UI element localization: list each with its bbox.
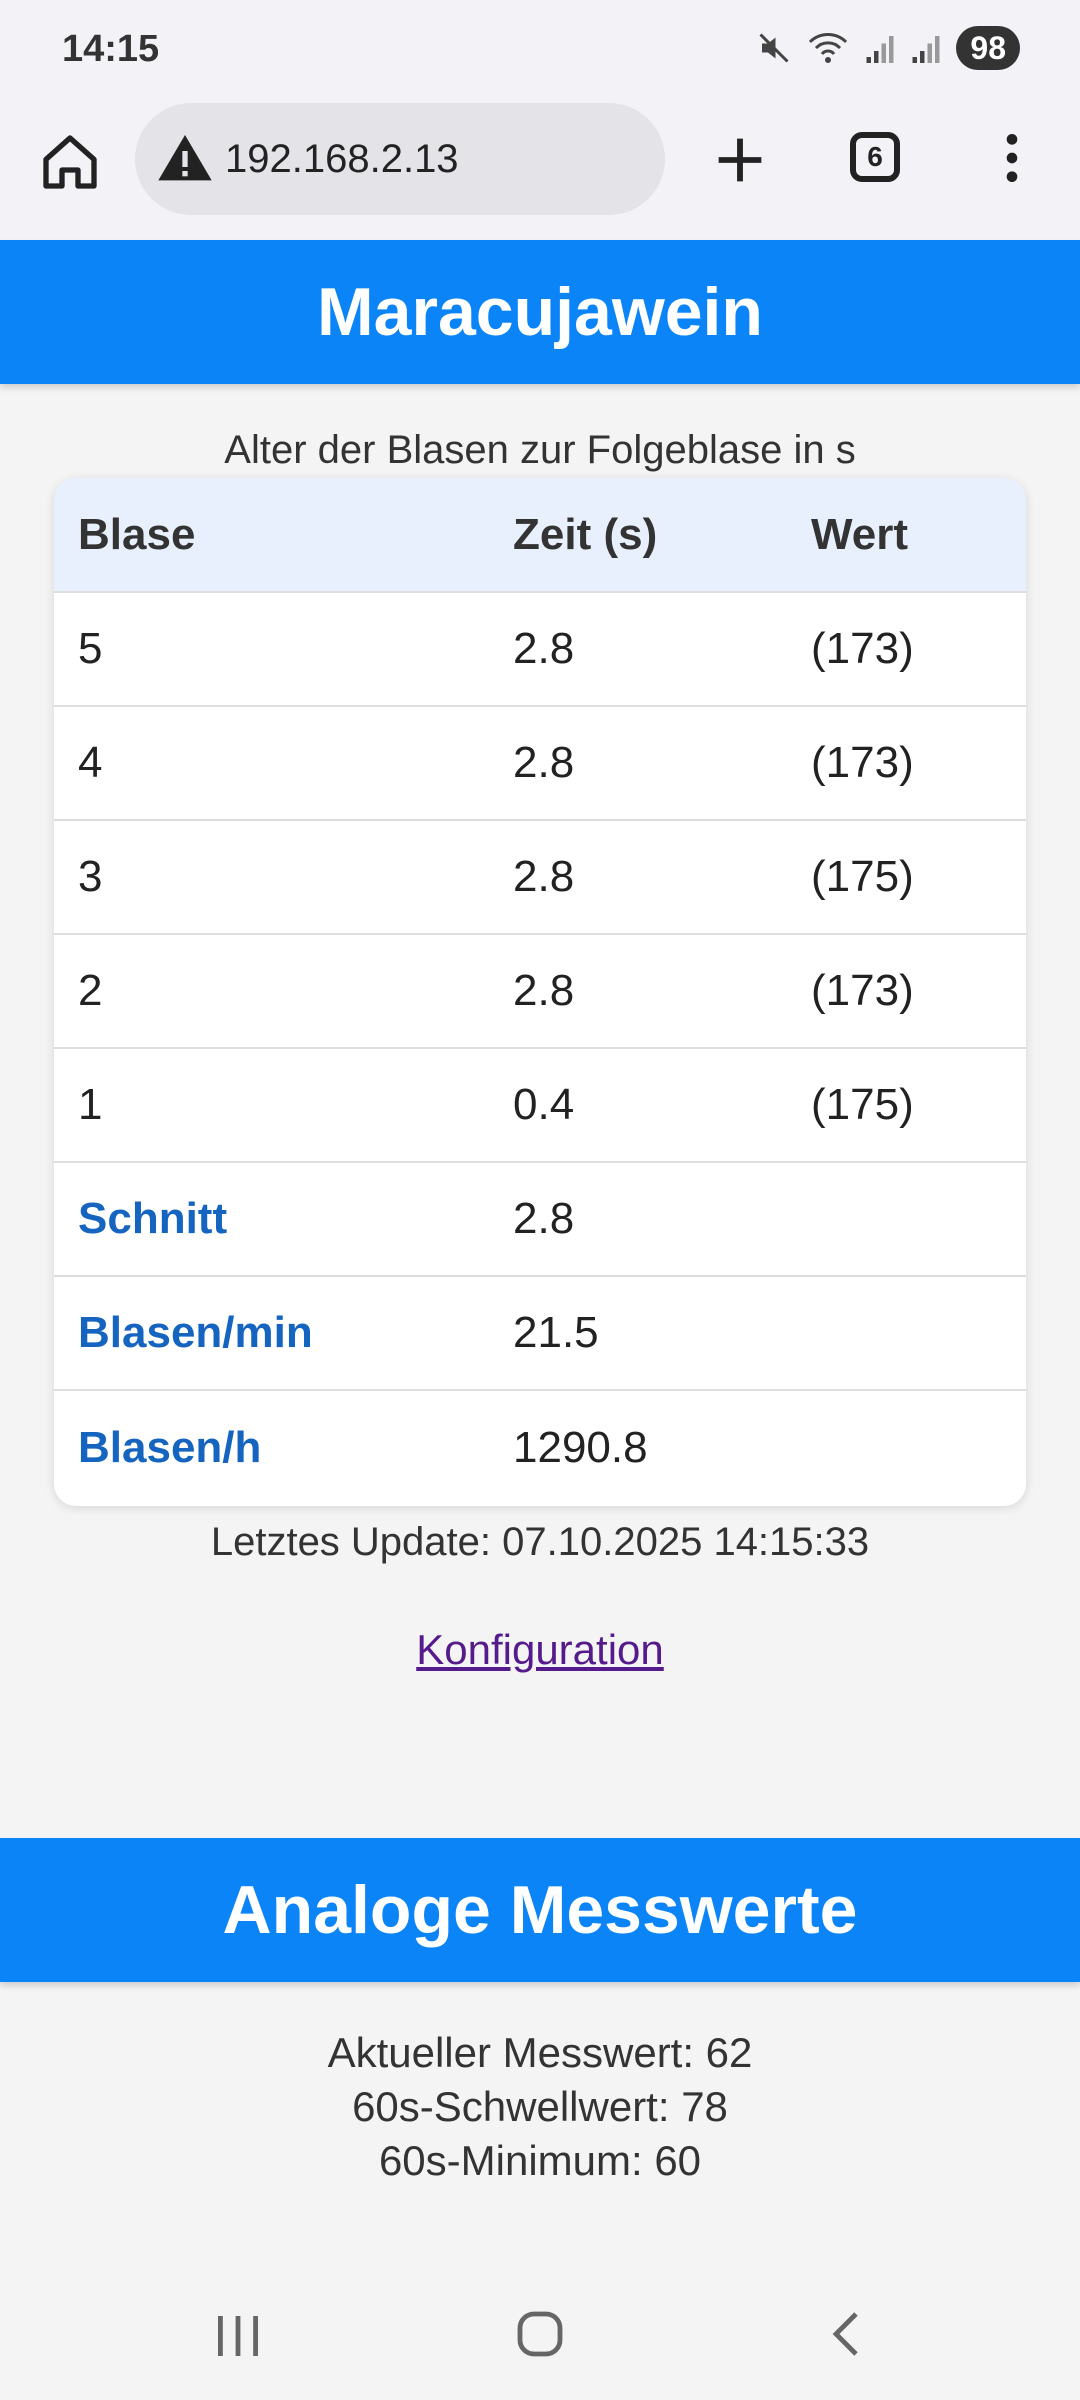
table-row: 3 2.8 (175)	[54, 820, 1026, 935]
cell-blase: 3	[54, 820, 489, 935]
cell-wert: (173)	[787, 706, 1026, 821]
summary-row-schnitt: Schnitt 2.8	[54, 1162, 1026, 1277]
summary-label: Schnitt	[54, 1162, 489, 1277]
summary-empty	[787, 1390, 1026, 1504]
browser-toolbar: 192.168.2.13 6	[0, 100, 1080, 240]
column-header-zeit: Zeit (s)	[489, 478, 787, 593]
system-home-button[interactable]	[512, 2306, 568, 2367]
more-vert-icon	[1006, 134, 1018, 182]
home-icon	[43, 135, 97, 189]
overflow-menu-button[interactable]	[980, 126, 1044, 190]
threshold-line: 60s-Schwellwert: 78	[352, 2083, 728, 2130]
cell-wert: (173)	[787, 592, 1026, 707]
recents-icon	[218, 2316, 258, 2356]
summary-row-blasen-h: Blasen/h 1290.8	[54, 1390, 1026, 1504]
back-icon	[832, 2312, 858, 2356]
system-nav-bar	[0, 2270, 1080, 2400]
last-update-text: Letztes Update: 07.10.2025 14:15:33	[210, 1520, 870, 1564]
address-bar[interactable]: 192.168.2.13	[135, 103, 665, 215]
page-title: Maracujawein	[0, 240, 1080, 384]
config-link-wrapper: Konfiguration	[0, 1626, 1080, 1674]
measurements-block: Aktueller Messwert: 62 60s-Schwellwert: …	[0, 2026, 1080, 2188]
summary-value: 21.5	[489, 1276, 787, 1391]
table-row: 2 2.8 (173)	[54, 934, 1026, 1049]
minimum-line: 60s-Minimum: 60	[378, 2137, 702, 2184]
table-row: 1 0.4 (175)	[54, 1048, 1026, 1163]
summary-empty	[787, 1162, 1026, 1277]
home-circle-icon	[517, 2311, 563, 2357]
summary-label: Blasen/min	[54, 1276, 489, 1391]
cell-zeit: 0.4	[489, 1048, 787, 1163]
wifi-icon	[806, 30, 850, 66]
summary-row-blasen-min: Blasen/min 21.5	[54, 1276, 1026, 1391]
cell-blase: 2	[54, 934, 489, 1049]
summary-value: 1290.8	[513, 1422, 648, 1472]
new-tab-button[interactable]	[708, 128, 772, 192]
back-button[interactable]	[820, 2306, 876, 2367]
cell-wert: (175)	[787, 1048, 1026, 1163]
cell-blase: 5	[54, 592, 489, 707]
status-icons: 98	[756, 26, 1020, 70]
section-title-analog: Analoge Messwerte	[0, 1838, 1080, 1982]
cell-zeit: 2.8	[489, 934, 787, 1049]
cell-wert: (175)	[787, 820, 1026, 935]
recents-button[interactable]	[210, 2310, 266, 2367]
cell-blase: 1	[54, 1048, 489, 1163]
home-button[interactable]	[38, 130, 102, 194]
table-caption: Alter der Blasen zur Folgeblase in s	[224, 428, 856, 472]
configuration-link[interactable]: Konfiguration	[416, 1626, 664, 1673]
cell-zeit: 2.8	[489, 706, 787, 821]
table-row: 4 2.8 (173)	[54, 706, 1026, 821]
status-bar: 14:15 98	[0, 0, 1080, 100]
plus-icon	[718, 138, 762, 182]
tab-switcher-button[interactable]: 6	[850, 132, 900, 182]
column-header-wert: Wert	[787, 478, 1026, 593]
column-header-blase: Blase	[54, 478, 489, 593]
table-row: 5 2.8 (173)	[54, 592, 1026, 707]
summary-empty	[787, 1276, 1026, 1391]
mute-icon	[756, 30, 792, 66]
url-text[interactable]: 192.168.2.13	[225, 136, 459, 181]
bubble-table: Blase Zeit (s) Wert 5 2.8 (173) 4 2.8 (1…	[54, 478, 1026, 1506]
signal-icon-2	[910, 30, 942, 66]
signal-icon-1	[864, 30, 896, 66]
current-value-line: Aktueller Messwert: 62	[327, 2029, 753, 2076]
warning-icon[interactable]	[153, 127, 217, 191]
cell-wert: (173)	[787, 934, 1026, 1049]
summary-label: Blasen/h	[78, 1422, 262, 1472]
battery-badge: 98	[956, 26, 1020, 70]
cell-blase: 4	[54, 706, 489, 821]
status-time: 14:15	[62, 28, 160, 70]
table-header-row: Blase Zeit (s) Wert	[54, 478, 1026, 593]
summary-value: 2.8	[489, 1162, 787, 1277]
cell-zeit: 2.8	[489, 820, 787, 935]
cell-zeit: 2.8	[489, 592, 787, 707]
